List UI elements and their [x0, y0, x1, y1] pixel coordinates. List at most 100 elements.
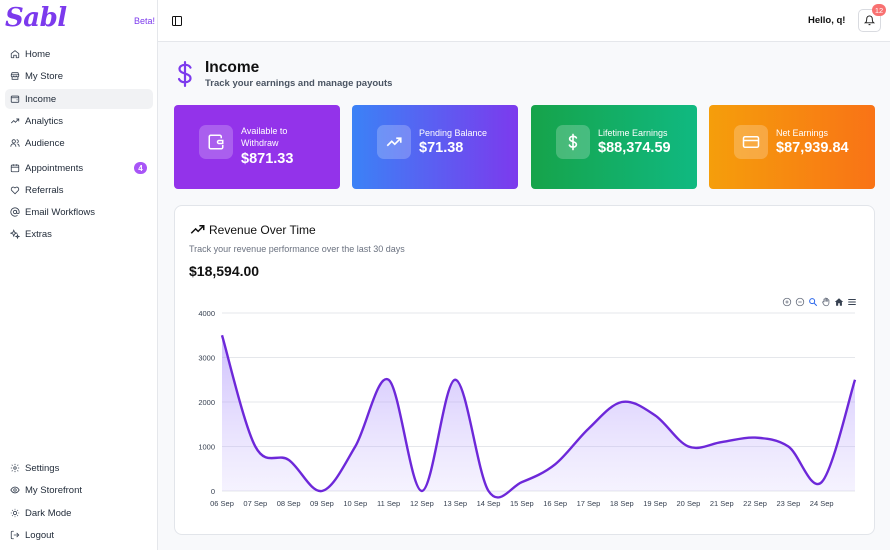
x-tick-label: 21 Sep — [710, 499, 734, 508]
x-tick-label: 13 Sep — [443, 499, 467, 508]
sidebar-item-label: Extras — [25, 228, 52, 240]
dollar-icon — [177, 60, 192, 88]
card-value: $88,374.59 — [598, 140, 671, 156]
revenue-area — [222, 335, 855, 498]
sidebar-item-referrals[interactable]: Referrals — [5, 180, 153, 200]
sidebar-item-label: Analytics — [25, 115, 64, 127]
y-tick-label: 4000 — [198, 309, 215, 318]
sidebar-item-label: Appointments — [25, 162, 84, 174]
y-tick-label: 2000 — [198, 398, 215, 407]
sidebar-item-email-workflows[interactable]: Email Workflows — [5, 202, 153, 222]
sidebar-item-label: Home — [25, 48, 51, 60]
pan-hand-icon[interactable] — [820, 296, 831, 307]
x-tick-label: 11 Sep — [377, 499, 400, 508]
credit-card-icon — [742, 136, 760, 148]
zoom-out-icon[interactable] — [794, 296, 805, 307]
sidebar-item-dark-mode[interactable]: Dark Mode — [5, 503, 153, 523]
menu-icon[interactable] — [846, 296, 857, 307]
card-label: Pending Balance — [419, 128, 488, 138]
sun-icon — [10, 508, 20, 518]
revenue-panel: Revenue Over Time Track your revenue per… — [174, 205, 875, 535]
calendar-icon — [10, 164, 20, 173]
notification-count-badge: 12 — [872, 4, 886, 16]
sidebar-item-appointments[interactable]: Appointments 4 — [5, 158, 153, 178]
beta-badge: Beta! — [134, 16, 156, 26]
sidebar-item-label: Income — [25, 93, 57, 105]
eye-icon — [10, 486, 20, 494]
sidebar-item-analytics[interactable]: Analytics — [5, 111, 153, 131]
card-value: $87,939.84 — [776, 140, 849, 156]
gear-icon — [10, 463, 20, 473]
card-label: Lifetime Earnings — [598, 128, 668, 138]
y-tick-label: 1000 — [198, 443, 215, 452]
x-tick-label: 17 Sep — [577, 499, 601, 508]
wallet-icon — [10, 95, 20, 103]
y-tick-label: 0 — [211, 487, 215, 496]
sidebar-toggle-icon[interactable] — [171, 15, 183, 27]
logout-icon — [10, 530, 20, 540]
x-tick-label: 07 Sep — [243, 499, 267, 508]
revenue-title: Revenue Over Time — [209, 223, 316, 237]
sidebar: Sabl Beta! Home My Store Income Analytic… — [0, 0, 158, 550]
x-tick-label: 22 Sep — [743, 499, 767, 508]
sidebar-item-audience[interactable]: Audience — [5, 133, 153, 153]
x-tick-label: 09 Sep — [310, 499, 334, 508]
card-label: Net Earnings — [776, 128, 829, 138]
pending-balance-card[interactable]: Pending Balance $71.38 — [352, 105, 518, 189]
x-tick-label: 12 Sep — [410, 499, 434, 508]
sidebar-item-label: My Store — [25, 70, 64, 82]
sparkles-icon — [10, 229, 20, 239]
trending-up-icon — [190, 225, 205, 234]
card-value: $871.33 — [241, 151, 294, 167]
selection-zoom-icon[interactable] — [807, 296, 818, 307]
brand-logo[interactable]: Sabl — [5, 3, 67, 33]
sidebar-item-label: Email Workflows — [25, 206, 96, 218]
trending-up-icon — [10, 118, 20, 124]
store-icon — [10, 72, 20, 80]
x-tick-label: 24 Sep — [810, 499, 834, 508]
dollar-icon — [568, 133, 578, 151]
sidebar-item-my-storefront[interactable]: My Storefront — [5, 480, 153, 500]
appointments-count-badge: 4 — [134, 162, 147, 174]
x-tick-label: 20 Sep — [677, 499, 701, 508]
revenue-subtitle: Track your revenue performance over the … — [189, 244, 405, 254]
x-tick-label: 06 Sep — [210, 499, 234, 508]
sidebar-item-settings[interactable]: Settings — [5, 458, 153, 478]
sidebar-item-label: Audience — [25, 137, 65, 149]
available-to-withdraw-card[interactable]: Available to Withdraw $871.33 — [174, 105, 340, 189]
y-tick-label: 3000 — [198, 354, 215, 363]
sidebar-item-label: Dark Mode — [25, 507, 72, 519]
x-tick-label: 16 Sep — [543, 499, 567, 508]
sidebar-item-logout[interactable]: Logout — [5, 525, 153, 545]
page-subtitle: Track your earnings and manage payouts — [205, 78, 393, 89]
card-label: Available to Withdraw — [241, 126, 288, 148]
bell-icon — [864, 15, 875, 26]
zoom-in-icon[interactable] — [781, 296, 792, 307]
user-greeting: Hello, q! — [808, 15, 846, 26]
sidebar-item-label: My Storefront — [25, 484, 83, 496]
chart-toolbar — [781, 296, 857, 308]
revenue-chart: 0 1000 2000 3000 4000 06 Sep 07 Sep 08 Sep 09 Se… — [198, 309, 857, 508]
home-icon — [10, 50, 20, 59]
revenue-line — [220, 334, 857, 499]
trending-up-icon — [386, 137, 402, 147]
x-tick-label: 14 Sep — [477, 499, 501, 508]
sidebar-item-income[interactable]: Income — [5, 89, 153, 109]
sidebar-item-home[interactable]: Home — [5, 44, 153, 64]
x-tick-label: 08 Sep — [277, 499, 301, 508]
x-tick-label: 19 Sep — [643, 499, 667, 508]
card-value: $71.38 — [419, 140, 464, 156]
x-tick-label: 18 Sep — [610, 499, 634, 508]
sidebar-item-label: Settings — [25, 462, 60, 474]
x-tick-label: 23 Sep — [776, 499, 800, 508]
x-tick-label: 10 Sep — [343, 499, 367, 508]
lifetime-earnings-card[interactable]: Lifetime Earnings $88,374.59 — [531, 105, 697, 189]
sidebar-item-label: Logout — [25, 529, 55, 541]
sidebar-item-label: Referrals — [25, 184, 64, 196]
sidebar-item-extras[interactable]: Extras — [5, 224, 153, 244]
sidebar-item-my-store[interactable]: My Store — [5, 66, 153, 86]
users-icon — [10, 139, 20, 147]
reset-home-icon[interactable] — [833, 296, 844, 307]
net-earnings-card[interactable]: Net Earnings $87,939.84 — [709, 105, 875, 189]
at-sign-icon — [10, 207, 20, 217]
